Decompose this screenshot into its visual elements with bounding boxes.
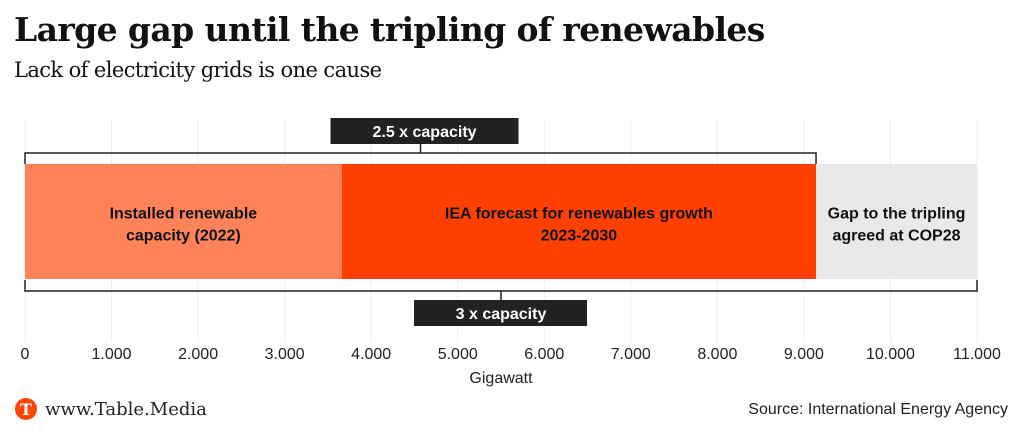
bottom-bracket-label-box	[414, 300, 587, 326]
x-tick-label: 9.000	[784, 346, 824, 363]
x-tick-label: 7.000	[611, 346, 651, 363]
x-tick-label: 4.000	[351, 346, 391, 363]
x-tick-label: 6.000	[524, 346, 564, 363]
x-tick-label: 1.000	[92, 346, 132, 363]
bar-label-forecast: IEA forecast for renewables growth 2023-2…	[445, 206, 713, 245]
bar-segment-gap	[816, 164, 977, 279]
x-tick-label: 8.000	[697, 346, 737, 363]
x-tick-label: 2.000	[178, 346, 218, 363]
x-tick-label: 10.000	[866, 346, 915, 363]
brand: T www.Table.Media	[15, 398, 207, 420]
bar-segment-installed	[25, 164, 342, 279]
x-tick-label: 5.000	[438, 346, 478, 363]
top-bracket-label-box	[330, 118, 519, 144]
bar-segment-forecast	[341, 164, 817, 279]
bottom-bracket-label: 3 x capacity	[456, 306, 547, 323]
top-bracket-line	[24, 152, 817, 164]
brackets: 2.5 x capacity 3 x capacity	[24, 118, 978, 326]
x-tick-label: 11.000	[953, 346, 1001, 363]
x-axis-ticks: 0 1.000 2.000 3.000 4.000 5.000 6.000 7.000 8.00…	[21, 346, 1001, 363]
source-note: Source: International Energy Agency	[748, 401, 1008, 418]
bar-label-gap: Gap to the tripling agreed at COP28	[828, 206, 966, 245]
bar-label-installed: Installed renewable capacity (2022)	[110, 206, 258, 245]
brand-url[interactable]: www.Table.Media	[45, 398, 207, 420]
table-media-logo-icon: T	[15, 398, 37, 420]
bar-label-line: IEA forecast for renewables growth	[445, 206, 713, 223]
chart-subtitle: Lack of electricity grids is one cause	[14, 58, 382, 82]
bottom-bracket-line	[24, 280, 978, 292]
top-bracket-label: 2.5 x capacity	[372, 124, 476, 141]
bars: Installed renewable capacity (2022) IEA fo…	[25, 164, 977, 279]
x-axis-label: Gigawatt	[469, 370, 533, 387]
bar-label-line: agreed at COP28	[832, 228, 960, 245]
bar-label-line: capacity (2022)	[126, 228, 241, 245]
bar-label-line: Gap to the tripling	[828, 206, 966, 223]
x-tick-label: 3.000	[265, 346, 305, 363]
chart-title: Large gap until the tripling of renewabl…	[14, 10, 765, 49]
x-tick-label: 0	[21, 346, 30, 363]
bar-label-line: 2023-2030	[541, 228, 618, 245]
bar-label-line: Installed renewable	[110, 206, 258, 223]
